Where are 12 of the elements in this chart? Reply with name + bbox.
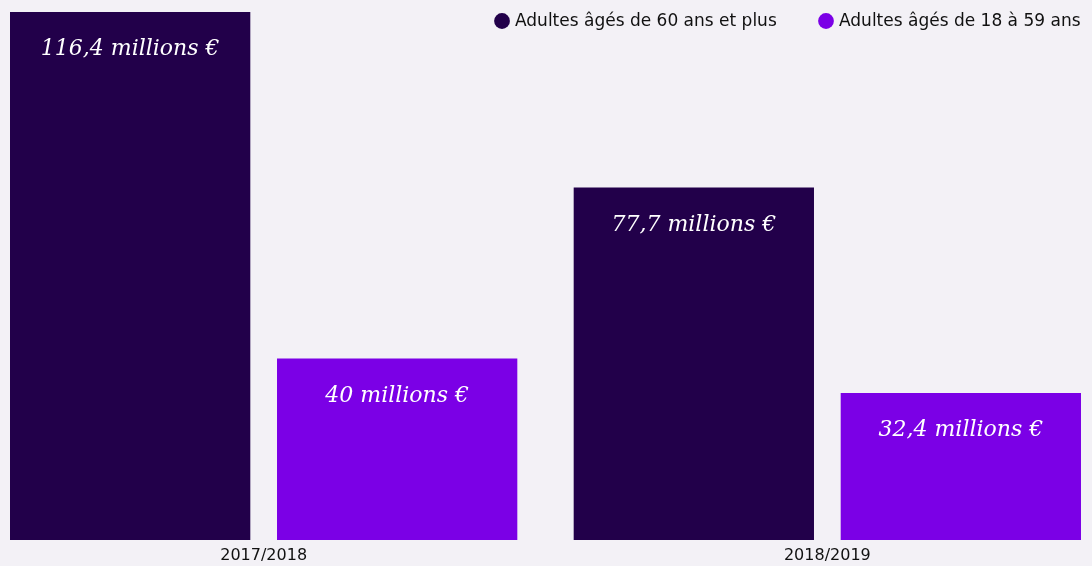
data-label: 32,4 millions € [878,416,1044,442]
bar [840,393,1081,540]
bar [10,12,251,540]
data-label: 40 millions € [324,381,470,407]
x-tick-label: 2018/2019 [783,544,871,564]
data-label: 77,7 millions € [611,210,777,236]
data-label: 116,4 millions € [40,35,220,60]
bar [573,187,814,540]
x-tick-label: 2017/2018 [220,544,308,564]
legend-label: Adultes âgés de 18 à 59 ans [839,10,1081,30]
legend-label: Adultes âgés de 60 ans et plus [515,10,777,30]
bar [277,358,518,540]
